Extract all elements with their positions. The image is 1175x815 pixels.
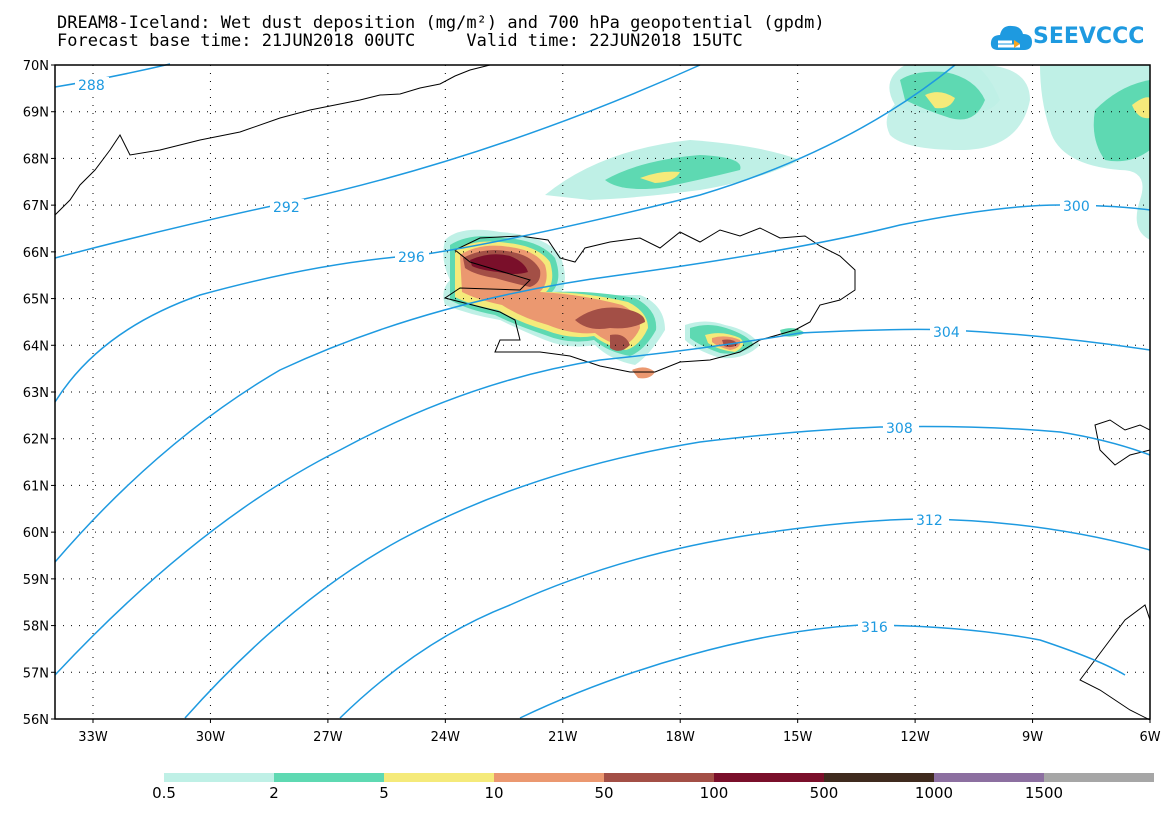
lat-lon-grid xyxy=(55,65,1150,719)
lat-label: 61N xyxy=(23,479,49,494)
lat-label: 70N xyxy=(23,59,49,74)
map-subtitle: Forecast base time: 21JUN2018 00UTC Vali… xyxy=(57,31,743,51)
contour-label-308: 308 xyxy=(886,421,913,437)
legend-label: 10 xyxy=(484,784,504,802)
scotland-coastline xyxy=(1079,604,1151,721)
faroe-coastline xyxy=(1094,419,1151,466)
lon-label: 30W xyxy=(196,730,226,745)
iceland-coastline xyxy=(443,227,856,373)
legend-swatch xyxy=(384,773,494,782)
lat-label: 59N xyxy=(23,573,49,588)
lon-label: 12W xyxy=(900,730,930,745)
contour-label-288: 288 xyxy=(78,78,105,94)
contour-292 xyxy=(54,64,701,259)
lon-label: 18W xyxy=(666,730,696,745)
contour-label-300: 300 xyxy=(1063,199,1090,215)
legend-label: 5 xyxy=(379,784,389,802)
contour-308 xyxy=(184,425,1151,719)
legend-label: 1000 xyxy=(914,784,954,802)
contour-label-316: 316 xyxy=(861,620,888,636)
lon-label: 21W xyxy=(548,730,578,745)
legend-label: 500 xyxy=(809,784,839,802)
lat-label: 58N xyxy=(23,620,49,635)
lon-label: 33W xyxy=(78,730,108,745)
lat-label: 56N xyxy=(23,713,49,728)
map-title: DREAM8-Iceland: Wet dust deposition (mg/… xyxy=(57,13,825,33)
lat-label: 62N xyxy=(23,433,49,448)
contour-312 xyxy=(339,518,1151,719)
contour-300 xyxy=(54,204,1151,563)
lon-label: 24W xyxy=(431,730,461,745)
lon-label: 27W xyxy=(313,730,343,745)
geopotential-contours xyxy=(54,63,1151,719)
lon-label: 9W xyxy=(1022,730,1043,745)
greenland-coastline xyxy=(54,64,491,216)
lat-label: 64N xyxy=(23,339,49,354)
lon-label: 6W xyxy=(1139,730,1160,745)
cloud-icon xyxy=(990,25,1032,50)
legend-swatch xyxy=(934,773,1044,782)
lat-label: 57N xyxy=(23,666,49,681)
contour-304 xyxy=(54,328,1151,676)
lat-label: 65N xyxy=(23,293,49,308)
dust-deposition-field xyxy=(443,64,1150,379)
contour-labels: 288 292 296 300 304 308 312 316 xyxy=(75,77,1096,636)
lon-label: 15W xyxy=(783,730,813,745)
legend-swatch xyxy=(274,773,384,782)
contour-label-292: 292 xyxy=(273,200,300,216)
legend-swatch xyxy=(714,773,824,782)
legend-label: 2 xyxy=(269,784,279,802)
lat-label: 69N xyxy=(23,106,49,121)
legend-swatch xyxy=(164,773,274,782)
legend-label: 0.5 xyxy=(152,784,176,802)
contour-label-304: 304 xyxy=(933,325,960,341)
lat-label: 66N xyxy=(23,246,49,261)
legend-swatch xyxy=(604,773,714,782)
lat-label: 60N xyxy=(23,526,49,541)
seevccc-logo: SEEVCCC xyxy=(990,20,1144,60)
contour-label-312: 312 xyxy=(916,513,943,529)
legend-label: 100 xyxy=(699,784,729,802)
legend-label: 1500 xyxy=(1024,784,1064,802)
logo-text: SEEVCCC xyxy=(1033,24,1145,49)
contour-288 xyxy=(54,63,171,88)
map-axes: 70N 69N 68N 67N 66N 65N 64N 63N 62N 61N 60N 59N 58N 5… xyxy=(23,59,1161,745)
lat-label: 63N xyxy=(23,386,49,401)
contour-316 xyxy=(519,624,1126,719)
contour-label-296: 296 xyxy=(398,250,425,266)
lat-label: 67N xyxy=(23,199,49,214)
lat-label: 68N xyxy=(23,152,49,167)
contour-296 xyxy=(54,64,956,403)
legend-swatch xyxy=(494,773,604,782)
legend-label: 50 xyxy=(594,784,614,802)
legend-swatch xyxy=(1044,773,1154,782)
legend-swatch xyxy=(824,773,934,782)
